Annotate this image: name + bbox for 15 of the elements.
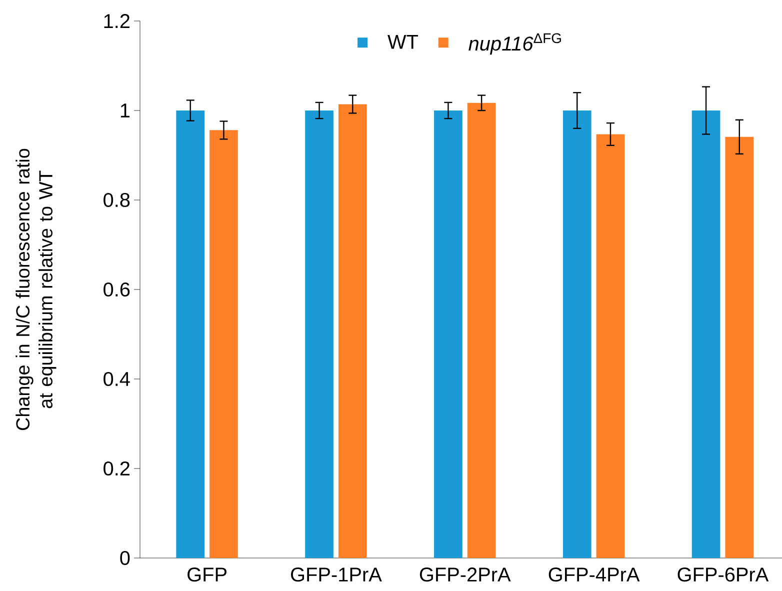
- x-tick-label: GFP-4PrA: [548, 568, 640, 582]
- x-tick-label: GFP-6PrA: [678, 568, 769, 582]
- legend-label: WT: [388, 35, 418, 49]
- y-tick-label: 1: [120, 104, 130, 118]
- x-tick-label: GFP-1PrA: [291, 568, 382, 582]
- legend-label: nup116$^{ΔFG}$: [468, 33, 561, 55]
- y-axis-title: Change in N/C fluorescence ratio at equilibrium relative to WT: [16, 148, 56, 430]
- y-tick-label: 0: [120, 550, 130, 566]
- x-tick-label: GFP-2PrA: [420, 568, 511, 582]
- y-tick-label: 0.2: [104, 461, 130, 476]
- y-tick-label: 0.8: [104, 192, 130, 208]
- y-tick-label: 0.6: [104, 282, 130, 297]
- x-tick-label: GFP: [188, 568, 226, 582]
- y-tick-label: 1.2: [104, 14, 130, 28]
- y-tick-label: 0.4: [104, 372, 130, 386]
